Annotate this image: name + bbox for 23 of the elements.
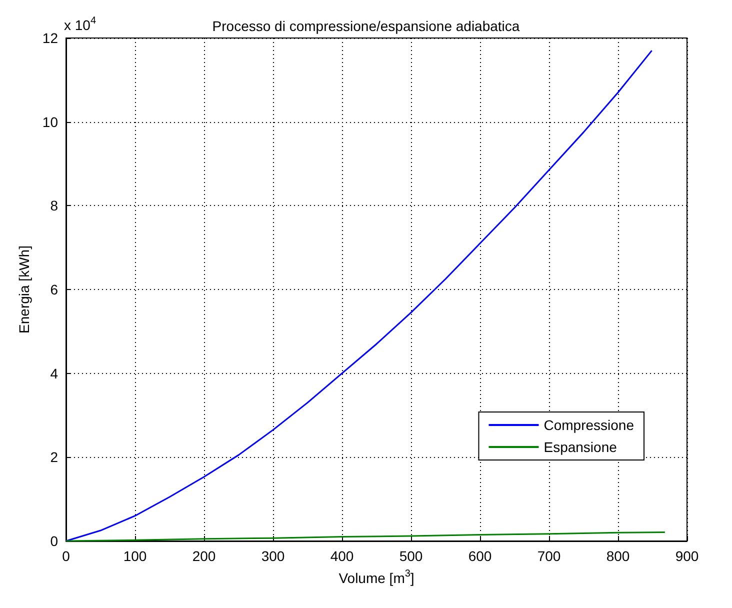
x-tick-label: 900 bbox=[675, 548, 699, 564]
y-tick-label: 10 bbox=[42, 114, 58, 130]
x-tick-label: 700 bbox=[537, 548, 561, 564]
x-tick-label: 800 bbox=[606, 548, 630, 564]
line-series bbox=[65, 531, 666, 542]
x-tick-label: 200 bbox=[192, 548, 216, 564]
line-series bbox=[65, 50, 653, 542]
x-tick-label: 400 bbox=[330, 548, 354, 564]
x-tick-label: 500 bbox=[399, 548, 423, 564]
y-tick-label: 6 bbox=[50, 282, 58, 298]
y-tick-label: 8 bbox=[50, 198, 58, 214]
x-tick-label: 300 bbox=[261, 548, 285, 564]
y-tick-label: 2 bbox=[50, 449, 58, 466]
x-tick-label: 0 bbox=[62, 548, 70, 564]
x-tick-label: 600 bbox=[468, 548, 492, 564]
y-tick-label: 12 bbox=[42, 30, 58, 46]
y-tick-label: 4 bbox=[50, 365, 58, 382]
legend-label: Compressione bbox=[544, 417, 634, 433]
y-axis-title: Energia [kWh] bbox=[16, 246, 32, 334]
legend-label: Espansione bbox=[544, 439, 618, 455]
chart-title: Processo di compressione/espansione adiabatica bbox=[212, 18, 520, 34]
y-tick-label: 0 bbox=[50, 533, 58, 549]
x-tick-label: 100 bbox=[123, 548, 147, 564]
